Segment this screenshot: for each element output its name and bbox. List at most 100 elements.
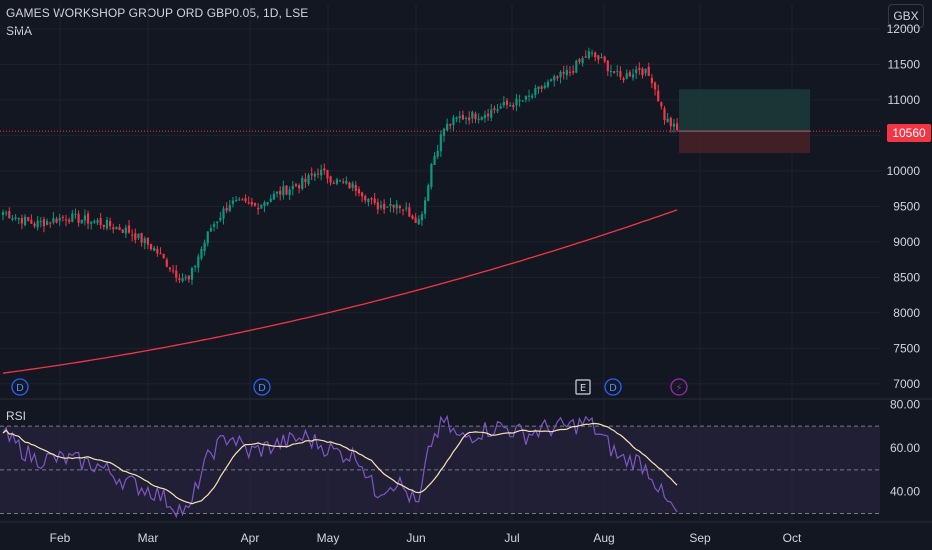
candle [165,259,168,267]
candle [559,71,562,78]
candle [272,193,275,200]
take-profit-zone[interactable] [679,89,810,132]
candle [603,56,606,62]
candle [83,215,86,221]
candle [458,116,461,118]
candle [326,170,329,179]
candle [266,202,269,205]
candle [650,77,653,84]
candle [408,207,411,217]
event-marker-label: ⚡ [675,383,682,394]
candle [379,205,383,208]
candle [638,67,641,70]
dividend-marker[interactable] [604,378,622,396]
candle [424,200,427,214]
sma-label[interactable]: SMA [6,24,33,38]
rsi-label[interactable]: RSI [6,409,27,423]
candle [370,198,373,200]
stop-loss-zone[interactable] [679,131,810,154]
chart-title: GAMES WORKSHOP GROUP ORD GBP0.05, 1D, LS… [6,6,309,20]
candle [124,227,127,234]
price-axis-label: 9500 [893,199,920,213]
candle [543,85,546,89]
flash-marker[interactable] [670,378,688,396]
candle [597,55,600,60]
candle [14,217,17,219]
candle [461,114,464,120]
candle [298,185,301,189]
candle [263,202,266,206]
candle [524,95,527,100]
candle [329,176,332,183]
candle [606,60,609,72]
price-axis-label: 10000 [887,164,921,178]
candle [96,220,99,223]
candle [228,205,231,212]
candle [304,178,307,182]
candle [127,225,131,233]
candle [660,102,663,107]
candle [175,270,178,278]
price-axis-label: 12000 [887,22,921,36]
candle [27,217,30,221]
candle [222,208,225,219]
last-price-tag: 10560 [887,124,931,142]
candle [184,277,187,279]
candle [269,198,272,202]
candle [487,113,490,117]
candle [46,221,49,225]
candle [411,215,414,219]
price-axis-label: 8000 [893,306,920,320]
candle [118,227,121,231]
price-axis-label: 7000 [893,377,920,391]
candle [77,213,80,223]
earnings-marker[interactable] [575,379,591,395]
candle [156,248,159,254]
candle [373,198,376,203]
candle [383,203,386,210]
candle [257,207,260,210]
dividend-marker[interactable] [253,378,271,396]
candle [33,223,36,227]
candle [64,219,68,221]
candle [247,202,250,204]
candle [241,199,244,201]
time-axis-label: Jul [504,531,519,545]
candle [253,203,257,206]
candle [168,267,172,270]
candle [515,98,518,106]
candle [294,184,298,187]
time-axis-label: Aug [593,531,614,545]
candle [140,233,143,243]
candle [200,248,203,259]
candle [131,234,134,236]
candle [556,76,559,79]
candle [55,218,58,223]
candle [323,168,326,171]
candle [80,220,83,224]
candle [181,278,184,282]
candle [342,181,345,183]
candle [550,79,553,82]
candle [531,95,534,98]
candle [146,238,149,245]
candle [446,123,449,131]
candle [442,128,446,136]
event-marker-label: E [580,383,586,394]
candle [464,117,468,119]
candle [194,266,197,268]
currency-button[interactable]: GBX [888,4,924,28]
candle [137,233,140,239]
candle [291,185,294,190]
dividend-marker[interactable] [11,378,29,396]
candle [307,175,310,185]
candle [398,205,401,208]
candle [468,117,471,121]
candle [42,219,46,227]
candle [288,189,291,196]
candle [641,68,644,76]
candle [279,190,282,195]
candle [392,204,395,208]
candle [572,71,575,73]
